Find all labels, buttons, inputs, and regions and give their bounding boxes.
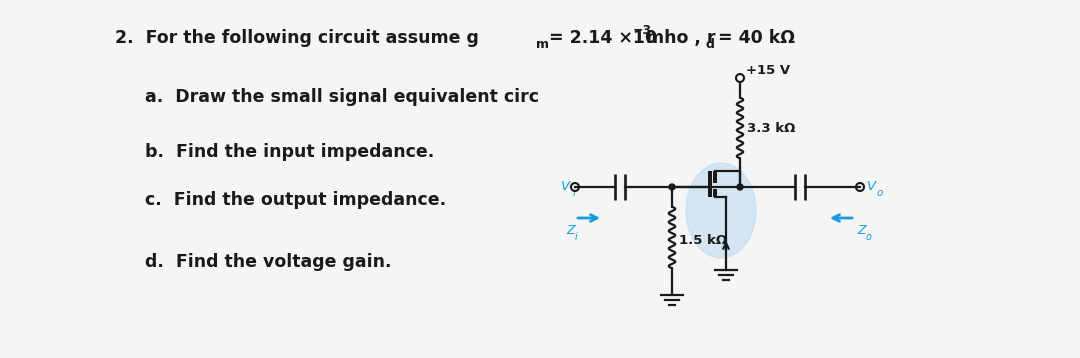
Text: 2.  For the following circuit assume g: 2. For the following circuit assume g xyxy=(114,29,478,47)
Text: Z: Z xyxy=(858,224,866,237)
Text: V: V xyxy=(561,179,570,193)
Text: V: V xyxy=(867,179,876,193)
Text: c.  Find the output impedance.: c. Find the output impedance. xyxy=(145,191,446,209)
Text: o: o xyxy=(877,188,883,198)
Text: +15 V: +15 V xyxy=(746,63,791,77)
Text: m: m xyxy=(536,38,549,50)
Text: = 40 kΩ: = 40 kΩ xyxy=(712,29,795,47)
Text: i: i xyxy=(575,232,578,242)
Text: a.  Draw the small signal equivalent circ: a. Draw the small signal equivalent circ xyxy=(145,88,539,106)
Text: 1.5 kΩ: 1.5 kΩ xyxy=(679,234,727,247)
Text: mho , r: mho , r xyxy=(640,29,715,47)
Ellipse shape xyxy=(686,163,756,258)
Text: 3.3 kΩ: 3.3 kΩ xyxy=(747,121,795,135)
Text: b.  Find the input impedance.: b. Find the input impedance. xyxy=(145,143,434,161)
Text: o: o xyxy=(866,232,872,242)
Text: Z: Z xyxy=(566,224,575,237)
Circle shape xyxy=(737,184,743,190)
Text: d.  Find the voltage gain.: d. Find the voltage gain. xyxy=(145,253,391,271)
Text: −3: −3 xyxy=(633,24,652,38)
Circle shape xyxy=(669,184,675,190)
Text: = 2.14 ×10: = 2.14 ×10 xyxy=(543,29,657,47)
Text: i: i xyxy=(573,188,576,198)
Text: d: d xyxy=(706,38,715,50)
